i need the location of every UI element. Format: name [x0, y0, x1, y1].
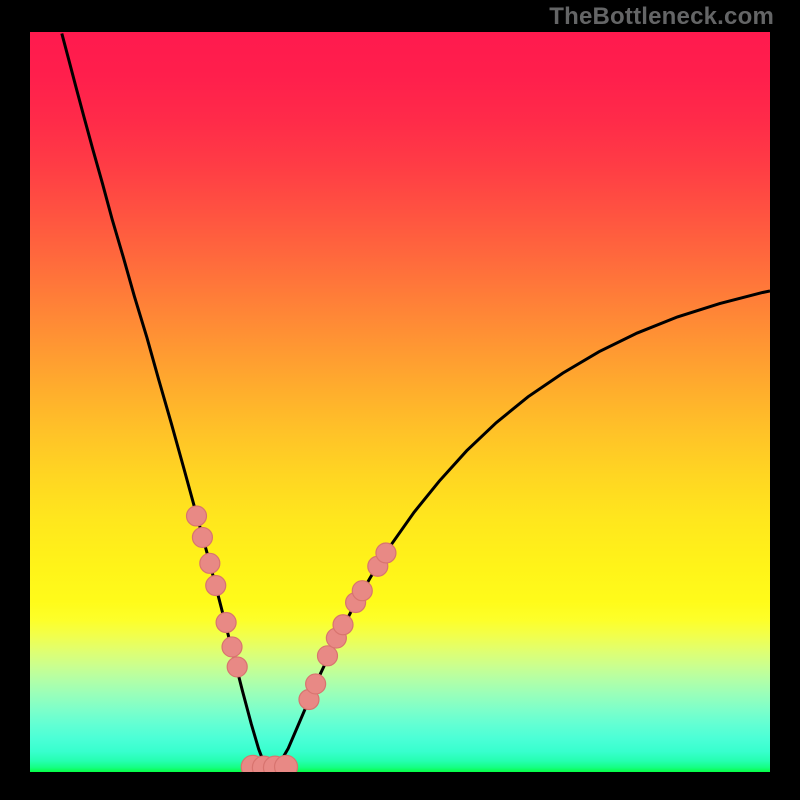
marker-bottom	[275, 755, 298, 772]
bottleneck-curve	[62, 33, 770, 769]
marker-right	[352, 581, 372, 601]
plot-area	[30, 32, 770, 772]
marker-left	[200, 553, 220, 573]
watermark-text: TheBottleneck.com	[549, 3, 774, 31]
marker-left	[187, 506, 207, 526]
marker-left	[216, 613, 236, 633]
marker-right	[376, 543, 396, 563]
marker-left	[222, 637, 242, 657]
chart-overlay	[30, 32, 770, 772]
marker-left	[192, 527, 212, 547]
marker-left	[227, 657, 247, 677]
chart-canvas: TheBottleneck.com	[0, 0, 800, 800]
marker-right	[333, 615, 353, 635]
marker-right	[317, 646, 337, 666]
marker-right	[306, 674, 326, 694]
marker-left	[206, 576, 226, 596]
